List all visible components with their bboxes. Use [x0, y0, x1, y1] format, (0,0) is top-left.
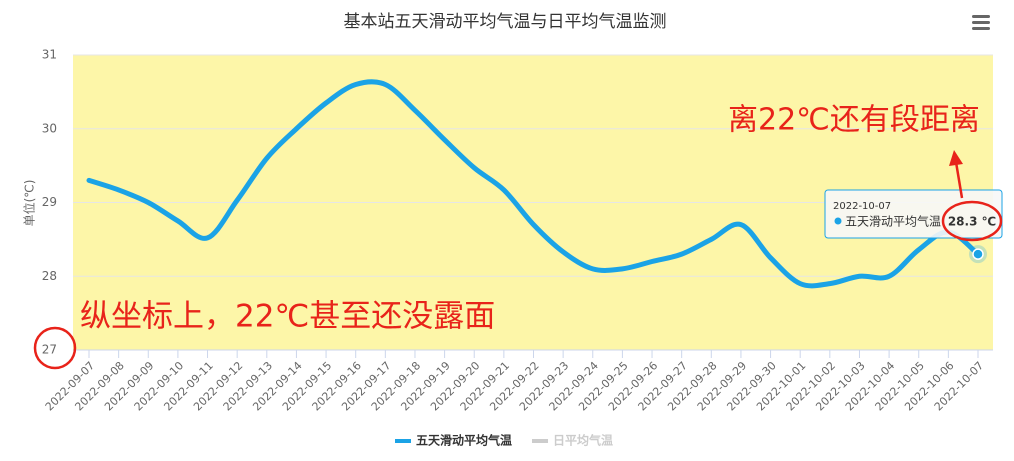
y-tick-label: 30	[42, 121, 57, 135]
y-tick-label: 29	[42, 195, 57, 209]
hover-point	[972, 248, 984, 260]
highlight-circle	[941, 200, 1003, 242]
tooltip-series: 五天滑动平均气温	[845, 214, 941, 229]
annotation: 离22℃还有段距离	[728, 103, 980, 138]
legend-label: 日平均气温	[553, 433, 613, 448]
y-tick-label: 28	[42, 269, 57, 283]
tooltip-dot	[834, 217, 842, 225]
chart-title: 基本站五天滑动平均气温与日平均气温监测	[344, 12, 667, 32]
y-axis-label: 单位(℃)	[22, 180, 37, 227]
tooltip-box	[824, 189, 1003, 239]
menu-bar	[972, 15, 990, 18]
overlay: 2022-10-07 五天滑动平均气温 28.3 ℃ 离22℃还有段距离纵坐标上，22…	[33, 103, 1003, 448]
tooltip-value: 28.3 ℃	[948, 215, 996, 229]
annotation: 纵坐标上，22℃甚至还没露面	[80, 299, 495, 335]
menu-bar	[972, 21, 990, 24]
y-tick-label: 31	[42, 48, 57, 62]
menu-button[interactable]	[972, 15, 990, 30]
menu-bar	[972, 27, 990, 30]
legend-label: 五天滑动平均气温	[416, 433, 512, 448]
series-line	[86, 79, 981, 289]
tooltip-title: 2022-10-07	[833, 201, 891, 212]
legend-item[interactable]: 日平均气温	[532, 433, 613, 448]
arrow-head	[949, 150, 963, 166]
arrow-shaft	[954, 161, 964, 199]
legend-item[interactable]: 五天滑动平均气温	[395, 433, 512, 448]
highlight-circle	[33, 326, 77, 370]
y-tick-label: 27	[42, 343, 57, 357]
